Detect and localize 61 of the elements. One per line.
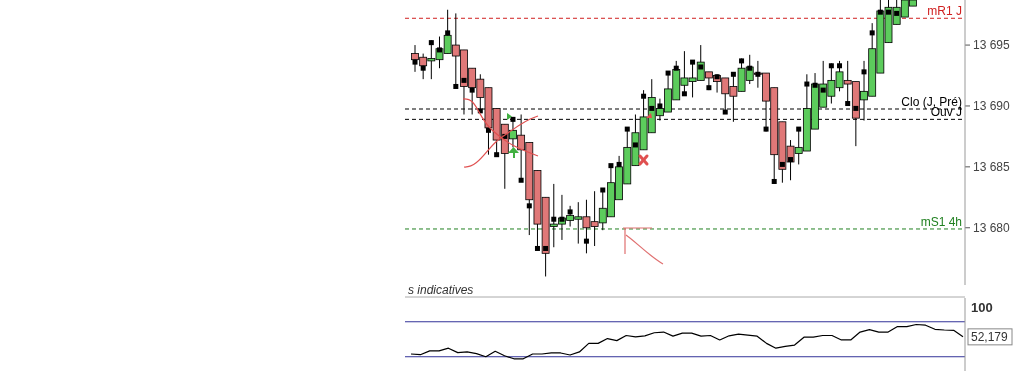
point: [796, 126, 802, 132]
point: [886, 9, 892, 15]
point: [877, 9, 883, 15]
point: [412, 59, 418, 65]
point: [861, 69, 867, 75]
point: [445, 30, 451, 36]
ref-line-label: mR1 J: [927, 4, 962, 19]
point: [428, 40, 434, 46]
point: [779, 161, 785, 167]
ref-line-label: mS1 4h: [920, 214, 962, 229]
point: [690, 59, 696, 65]
point: [485, 127, 491, 133]
point: [673, 65, 679, 71]
point: [657, 103, 663, 109]
text: 100: [971, 299, 993, 315]
point: [820, 87, 826, 93]
point: [534, 245, 540, 251]
point: [788, 157, 794, 163]
point: [567, 209, 573, 215]
point: [641, 93, 647, 99]
point: [730, 71, 736, 77]
point: [722, 109, 728, 115]
y-tick-label: 13 695: [973, 38, 1011, 53]
point: [837, 63, 843, 69]
point: [461, 77, 467, 83]
point: [747, 65, 753, 71]
point: [600, 187, 606, 193]
point: [763, 126, 769, 132]
point: [698, 64, 704, 70]
point: [469, 87, 475, 93]
y-tick-label: 13 685: [973, 160, 1011, 175]
point: [665, 70, 671, 76]
point: [551, 216, 557, 222]
point: [420, 65, 426, 71]
point: [706, 85, 712, 91]
chart-title: s indicatives: [408, 283, 474, 297]
point: [583, 238, 589, 244]
point: [649, 105, 655, 111]
point: [616, 161, 622, 167]
point: [453, 83, 459, 89]
text: 52,179: [971, 330, 1009, 345]
point: [845, 101, 851, 107]
point: [436, 47, 442, 53]
point: [681, 91, 687, 97]
y-tick-label: 13 680: [973, 220, 1011, 235]
point: [543, 245, 549, 251]
point: [828, 63, 834, 69]
point: [608, 163, 614, 169]
point: [632, 142, 638, 148]
point: [518, 177, 524, 183]
point: [804, 81, 810, 87]
point: [526, 203, 532, 209]
point: [812, 82, 818, 88]
point: [771, 178, 777, 184]
y-tick-label: 13 690: [973, 99, 1011, 114]
point: [739, 58, 745, 64]
point: [624, 126, 630, 132]
point: [853, 105, 859, 111]
point: [494, 152, 500, 158]
point: [869, 30, 875, 36]
point: [510, 116, 516, 122]
